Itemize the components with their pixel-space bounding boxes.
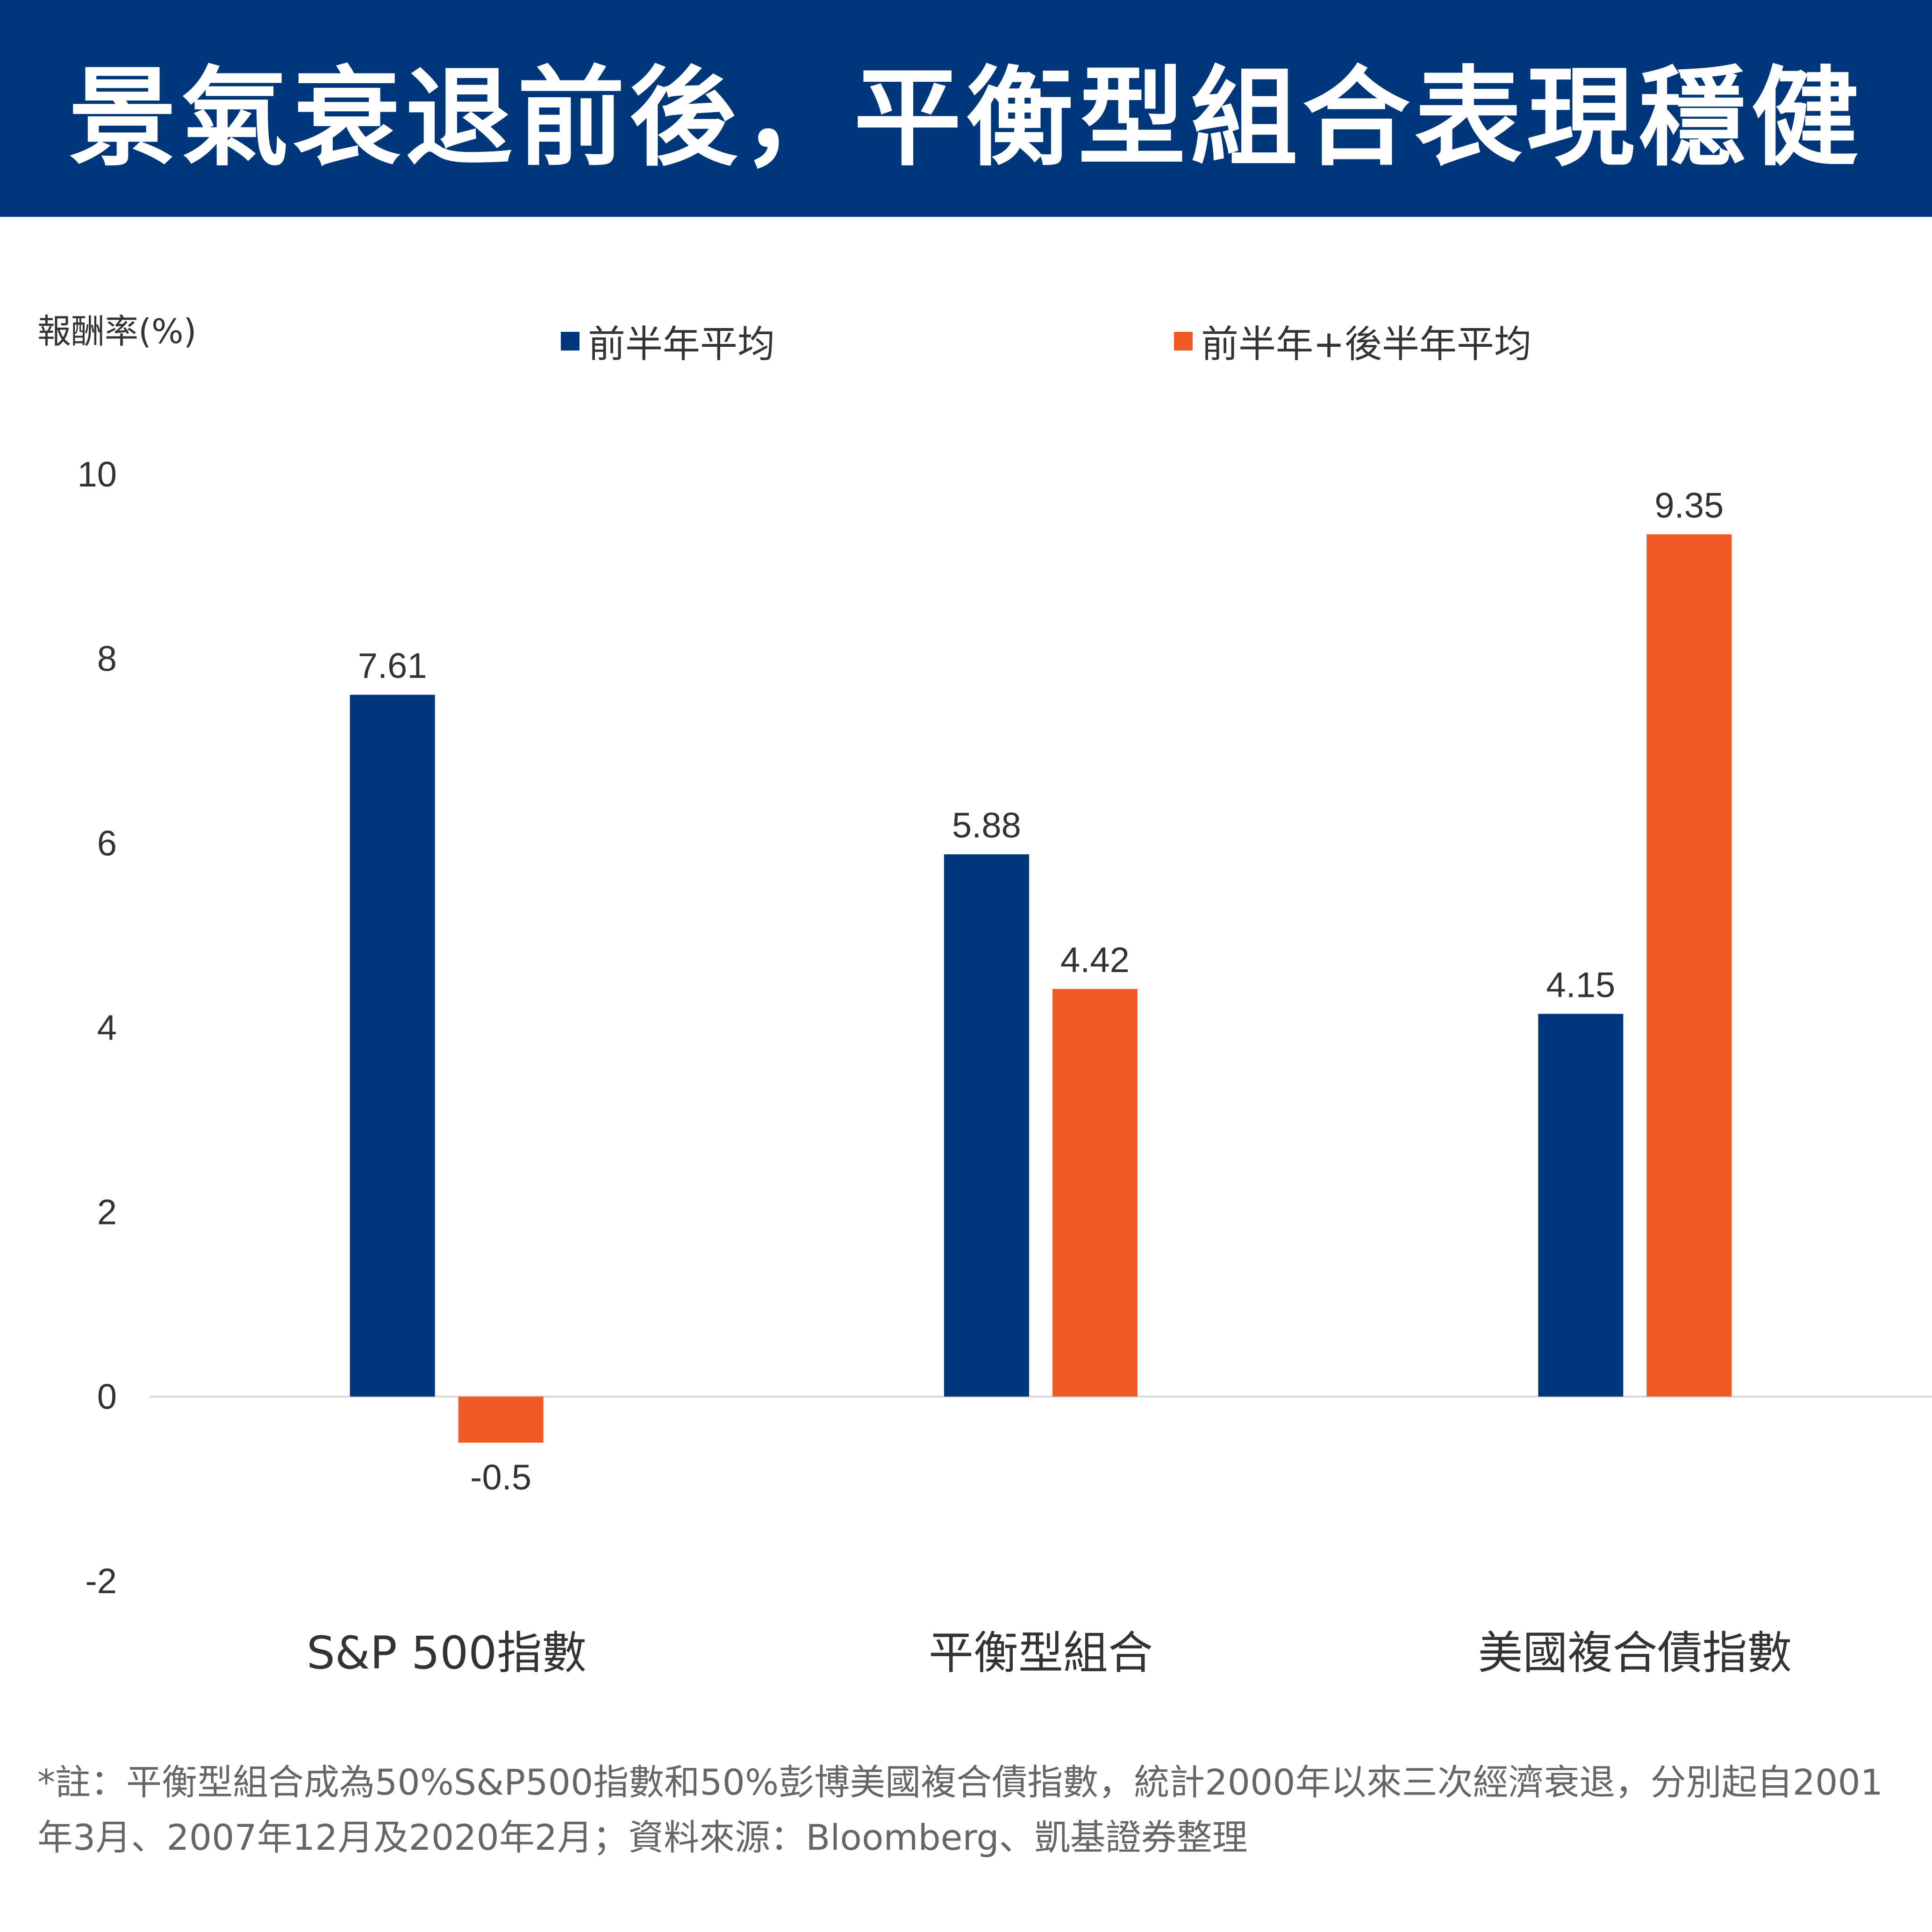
title-banner: 景氣衰退前後，平衡型組合表現穩健 (0, 0, 1932, 217)
data-label: 9.35 (1654, 486, 1724, 525)
x-category-label: S&P 500指數 (307, 1627, 587, 1679)
x-category-label: 美國複合債指數 (1478, 1627, 1792, 1679)
bar (1538, 1014, 1624, 1397)
x-category-label: 平衡型組合 (929, 1627, 1153, 1679)
legend-item-full-year: 前半年+後半年平均 (1174, 314, 1531, 368)
y-axis-label: 報酬率(%) (37, 312, 197, 351)
bar (458, 1396, 544, 1443)
chart-title: 景氣衰退前後，平衡型組合表現穩健 (68, 56, 1863, 181)
data-label: 4.15 (1546, 965, 1615, 1005)
y-tick-label: 4 (97, 1008, 117, 1048)
bar (1052, 989, 1138, 1397)
bar-chart: -2 0 2 4 6 8 10 7.61 -0.5 S&P 500指數 5.88 4.42 平衡型組合 4… (77, 455, 1932, 1679)
legend-item-first-half: 前半年平均 (561, 314, 775, 368)
y-tick-label: 10 (77, 455, 117, 494)
data-label: 5.88 (952, 806, 1021, 845)
y-tick-label: 8 (97, 639, 117, 679)
legend-label-full-year: 前半年+後半年平均 (1201, 322, 1532, 366)
bar (1646, 534, 1732, 1397)
bar (944, 854, 1029, 1397)
data-label: 4.42 (1060, 940, 1130, 980)
y-tick-label: 0 (97, 1377, 117, 1417)
footnote: *註：平衡型組合成為50%S&P500指數和50%彭博美國複合債指數，統計200… (37, 1761, 1883, 1858)
data-label: 7.61 (358, 646, 427, 686)
y-tick-label: -2 (85, 1561, 117, 1601)
legend-label-first-half: 前半年平均 (588, 322, 775, 366)
bar (350, 694, 435, 1397)
legend-swatch-first-half (561, 332, 580, 351)
data-label: -0.5 (470, 1458, 531, 1497)
y-tick-label: 6 (97, 823, 117, 863)
y-tick-label: 2 (97, 1193, 117, 1232)
legend-swatch-full-year (1174, 332, 1193, 351)
